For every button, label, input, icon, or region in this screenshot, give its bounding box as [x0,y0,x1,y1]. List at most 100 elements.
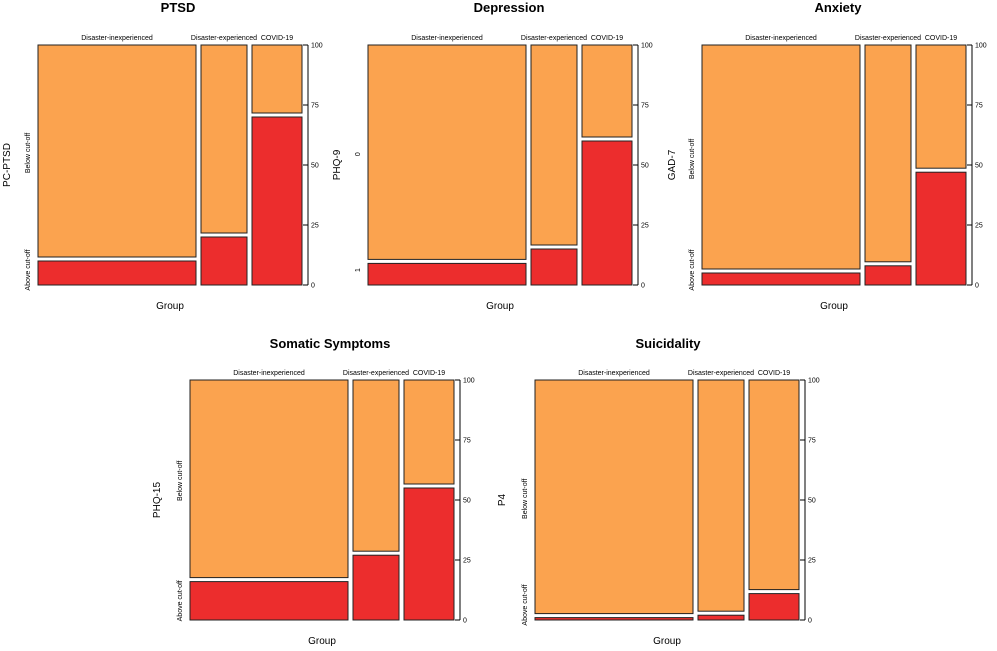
tile-below-cutoff [697,379,745,612]
tile-above-cutoff [697,614,745,621]
y-axis-label: PHQ-15 [152,482,163,519]
group-label: Disaster-experienced [343,370,409,377]
chart-title: Depression [474,0,545,15]
chart-title: PTSD [161,0,196,15]
tile-above-cutoff [701,272,861,286]
y-tick-label: 25 [311,223,319,230]
tile-above-cutoff [403,487,455,621]
y-tick-label: 100 [463,378,475,385]
y-tick-label: 0 [311,283,315,290]
y-tick-label: 0 [808,618,812,625]
group-label: Disaster-inexperienced [578,370,650,377]
group-label: Disaster-inexperienced [81,35,153,42]
tile-above-cutoff [748,593,800,621]
y-tick-label: 0 [975,283,979,290]
y-tick-label: 100 [808,378,820,385]
tile-below-cutoff [581,44,633,138]
y-tick-label: 50 [311,163,319,170]
row-label-below: Below cut-off [25,133,32,173]
x-axis-label: Group [486,301,514,312]
y-tick-label: 50 [975,163,983,170]
y-tick-label: 100 [311,43,323,50]
x-axis-label: Group [156,301,184,312]
tile-above-cutoff [367,262,527,286]
row-label-above: Above cut-off [689,249,696,290]
group-label: COVID-19 [591,35,623,42]
tile-below-cutoff [251,44,303,114]
row-label-above: Above cut-off [177,580,184,621]
y-tick-label: 100 [975,43,987,50]
tile-above-cutoff [352,554,400,621]
y-tick-label: 0 [463,618,467,625]
panel-anxiety: Anxiety Disaster-inexperienced Disaster-ex… [667,0,987,312]
y-tick-label: 25 [641,223,649,230]
tile-below-cutoff [352,379,400,552]
row-label-below: Below cut-off [689,139,696,179]
y-tick-label: 75 [311,103,319,110]
row-label-above: Above cut-off [522,584,529,625]
chart-title: Somatic Symptoms [270,336,391,351]
group-label: COVID-19 [413,370,445,377]
tile-above-cutoff [530,248,578,286]
y-tick-label: 25 [975,223,983,230]
tile-above-cutoff [251,116,303,286]
tile-below-cutoff [864,44,912,263]
tile-above-cutoff [200,236,248,286]
group-label: Disaster-inexperienced [411,35,483,42]
row-label-below: Below cut-off [522,479,529,519]
group-label: COVID-19 [758,370,790,377]
group-label: Disaster-experienced [688,370,754,377]
y-axis-label: GAD-7 [667,149,678,180]
tile-below-cutoff [367,44,527,260]
y-tick-label: 75 [463,438,471,445]
tile-below-cutoff [701,44,861,270]
group-label: COVID-19 [261,35,293,42]
tile-above-cutoff [37,260,197,286]
y-axis-label: P4 [497,493,508,506]
panel-depression: Depression Disaster-inexperienced Disaster… [332,0,653,312]
tile-above-cutoff [864,265,912,286]
tile-below-cutoff [915,44,967,169]
y-tick-label: 75 [808,438,816,445]
x-axis-label: Group [653,636,681,647]
x-axis-label: Group [308,636,336,647]
tile-below-cutoff [189,379,349,579]
group-label: Disaster-experienced [191,35,257,42]
panel-ptsd: PTSD Disaster-inexperienced Disaster-exper… [2,0,323,312]
tile-below-cutoff [530,44,578,246]
group-label: COVID-19 [925,35,957,42]
chart-title: Suicidality [635,336,701,351]
row-label-below: 0 [355,152,362,156]
y-tick-label: 50 [808,498,816,505]
y-axis-label: PC-PTSD [2,143,13,187]
tile-above-cutoff [915,171,967,286]
chart-title: Anxiety [815,0,863,15]
y-tick-label: 50 [463,498,471,505]
tile-below-cutoff [200,44,248,234]
group-label: Disaster-experienced [855,35,921,42]
tile-below-cutoff [534,379,694,615]
tile-above-cutoff [189,581,349,621]
group-label: Disaster-inexperienced [233,370,305,377]
y-tick-label: 50 [641,163,649,170]
tile-below-cutoff [403,379,455,485]
row-label-below: Below cut-off [177,461,184,501]
y-tick-label: 100 [641,43,653,50]
row-label-above: 1 [355,268,362,272]
tile-above-cutoff [581,140,633,286]
panel-somatic-symptoms: Somatic Symptoms Disaster-inexperienced Di… [152,336,475,647]
y-tick-label: 25 [463,558,471,565]
tile-below-cutoff [37,44,197,258]
tile-above-cutoff [534,617,694,621]
y-tick-label: 0 [641,283,645,290]
group-label: Disaster-inexperienced [745,35,817,42]
y-tick-label: 25 [808,558,816,565]
panel-suicidality: Suicidality Disaster-inexperienced Disaste… [497,336,820,647]
x-axis-label: Group [820,301,848,312]
y-tick-label: 75 [641,103,649,110]
y-tick-label: 75 [975,103,983,110]
tile-below-cutoff [748,379,800,591]
row-label-above: Above cut-off [25,249,32,290]
y-axis-label: PHQ-9 [332,149,343,180]
group-label: Disaster-experienced [521,35,587,42]
